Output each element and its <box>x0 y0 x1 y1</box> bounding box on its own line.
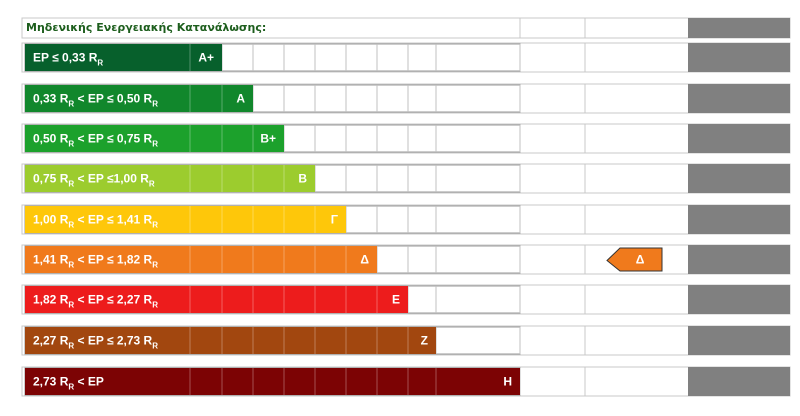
label-part: < EP ≤ 1,41 R <box>74 213 152 227</box>
class-letter: Γ <box>331 213 339 227</box>
gray-cell <box>688 245 790 274</box>
class-letter: A <box>236 92 245 106</box>
label-part: < EP ≤1,00 R <box>74 172 149 186</box>
label-part: 1,00 R <box>33 213 69 227</box>
range-label: 1,82 RR < EP ≤ 2,27 RR <box>33 293 158 309</box>
label-part: R <box>149 179 155 188</box>
label-part: R <box>68 260 74 269</box>
gray-cell <box>688 367 790 396</box>
range-label: 1,41 RR < EP ≤ 1,82 RR <box>33 253 158 269</box>
gray-cell <box>688 285 790 314</box>
label-part: < EP <box>74 375 104 389</box>
class-bar <box>25 125 284 152</box>
label-part: R <box>152 300 158 309</box>
class-bar <box>25 327 436 354</box>
label-part: R <box>152 139 158 148</box>
label-part: R <box>68 382 74 391</box>
class-letter: Z <box>421 334 428 348</box>
class-letter: Δ <box>360 253 369 267</box>
label-part: R <box>68 341 74 350</box>
rating-label: Δ <box>636 253 645 267</box>
range-label: 0,50 RR < EP ≤ 0,75 RR <box>33 132 158 148</box>
label-part: 1,41 R <box>33 253 69 267</box>
gray-cell <box>688 326 790 355</box>
rating-arrow <box>606 247 663 272</box>
label-part: R <box>152 341 158 350</box>
range-label: EP ≤ 0,33 RR <box>33 51 103 67</box>
gray-cell <box>688 43 790 72</box>
label-part: 2,27 R <box>33 334 69 348</box>
title: Μηδενικής Ενεργειακής Κατανάλωσης: <box>26 21 266 34</box>
label-part: R <box>152 99 158 108</box>
class-letter: B <box>298 172 307 186</box>
label-part: < EP ≤ 2,73 R <box>74 334 152 348</box>
class-bar <box>25 368 520 395</box>
gray-cell <box>688 205 790 234</box>
label-part: R <box>68 139 74 148</box>
range-label: 2,73 RR < EP <box>33 375 104 391</box>
class-bar <box>25 206 346 233</box>
label-part: R <box>68 179 74 188</box>
label-part: R <box>152 220 158 229</box>
class-bar <box>25 44 222 71</box>
label-part: R <box>68 220 74 229</box>
label-part: 2,73 R <box>33 375 69 389</box>
label-part: R <box>68 99 74 108</box>
class-letter: H <box>503 375 512 389</box>
class-bar <box>25 165 315 192</box>
label-part: R <box>152 260 158 269</box>
class-letter: A+ <box>198 51 214 65</box>
range-label: 0,33 RR < EP ≤ 0,50 RR <box>33 92 158 108</box>
class-letter: E <box>392 293 400 307</box>
range-label: 0,75 RR < EP ≤1,00 RR <box>33 172 155 188</box>
class-letter: B+ <box>260 132 276 146</box>
class-bar <box>25 286 408 313</box>
label-part: R <box>68 300 74 309</box>
label-part: 1,82 R <box>33 293 69 307</box>
label-part: < EP ≤ 2,27 R <box>74 293 152 307</box>
header-gray-cell <box>688 18 790 38</box>
range-label: 2,27 RR < EP ≤ 2,73 RR <box>33 334 158 350</box>
label-part: < EP ≤ 1,82 R <box>74 253 152 267</box>
gray-cell <box>688 84 790 113</box>
label-part: 0,33 R <box>33 92 69 106</box>
label-part: < EP ≤ 0,75 R <box>74 132 152 146</box>
class-bar <box>25 246 377 273</box>
class-bar <box>25 85 253 112</box>
gray-cell <box>688 124 790 153</box>
label-part: R <box>97 58 103 67</box>
gray-cell <box>688 164 790 193</box>
label-part: < EP ≤ 0,50 R <box>74 92 152 106</box>
label-part: 0,75 R <box>33 172 69 186</box>
label-part: EP ≤ 0,33 R <box>33 51 98 65</box>
label-part: 0,50 R <box>33 132 69 146</box>
range-label: 1,00 RR < EP ≤ 1,41 RR <box>33 213 158 229</box>
